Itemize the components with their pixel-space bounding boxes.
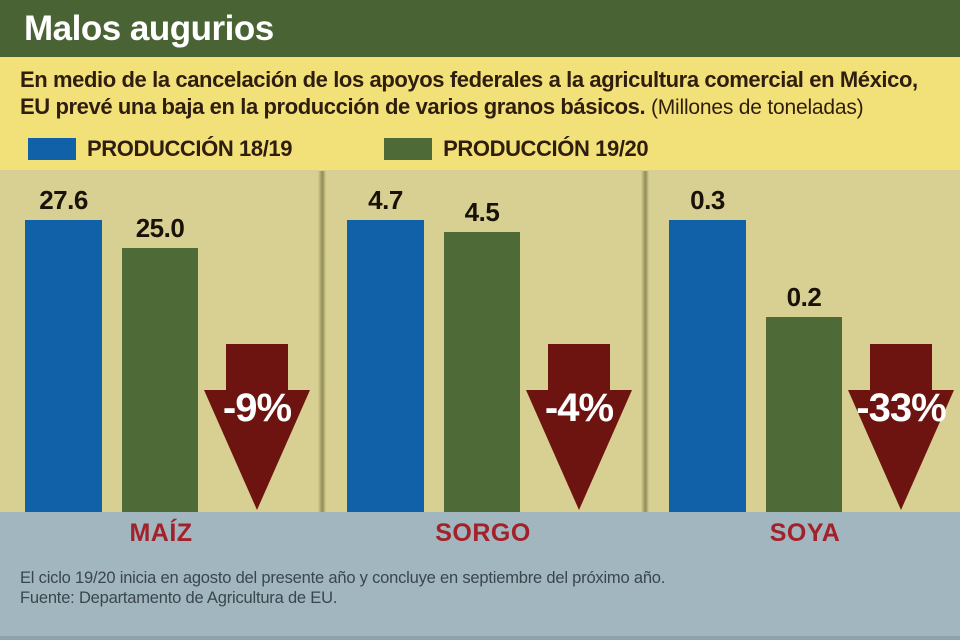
category-label-maiz: MAÍZ bbox=[129, 519, 193, 547]
footnote: El ciclo 19/20 inicia en agosto del pres… bbox=[20, 569, 665, 608]
legend-swatch-19-20 bbox=[384, 138, 433, 160]
legend-label-18-19: PRODUCCIÓN 18/19 bbox=[87, 136, 293, 161]
legend-label-19-20: PRODUCCIÓN 19/20 bbox=[443, 136, 649, 161]
bar-value-maiz-19-20: 25.0 bbox=[135, 213, 185, 243]
chart-area: 27.6 25.0 -9% 4.7 4.5 -4% 0.3 0.2 -33% bbox=[0, 170, 960, 512]
bar-soya-19-20 bbox=[766, 317, 842, 512]
down-arrow-icon bbox=[204, 344, 310, 510]
decline-percent-maiz: -9% bbox=[222, 386, 292, 430]
group-divider-1 bbox=[318, 171, 326, 559]
description-line1: En medio de la cancelación de los apoyos… bbox=[20, 67, 918, 92]
down-arrow-icon bbox=[526, 344, 632, 510]
group-divider-2 bbox=[641, 171, 649, 559]
bar-value-soya-19-20: 0.2 bbox=[786, 282, 822, 312]
bar-value-sorgo-18-19: 4.7 bbox=[368, 185, 403, 215]
bar-value-maiz-18-19: 27.6 bbox=[39, 185, 88, 215]
legend-swatch-18-19 bbox=[28, 138, 76, 160]
legend-item-19-20: PRODUCCIÓN 19/20 bbox=[384, 136, 649, 162]
decline-percent-sorgo: -4% bbox=[544, 386, 614, 430]
bar-maiz-18-19 bbox=[25, 220, 102, 512]
description-line2: EU prevé una baja en la producción de va… bbox=[20, 94, 646, 119]
chart-group-soya: 0.3 0.2 -33% bbox=[644, 170, 960, 512]
down-arrow-icon bbox=[848, 344, 954, 510]
bar-soya-18-19 bbox=[669, 220, 746, 512]
description: En medio de la cancelación de los apoyos… bbox=[20, 66, 950, 121]
bottom-band: MAÍZ SORGO SOYA El ciclo 19/20 inicia en a… bbox=[0, 512, 960, 640]
units-note: (Millones de toneladas) bbox=[650, 96, 864, 119]
chart-group-sorgo: 4.7 4.5 -4% bbox=[322, 170, 640, 512]
category-label-sorgo: SORGO bbox=[435, 519, 531, 547]
category-labels: MAÍZ SORGO SOYA bbox=[0, 519, 960, 548]
legend-item-18-19: PRODUCCIÓN 18/19 bbox=[28, 136, 293, 162]
bar-sorgo-19-20 bbox=[444, 232, 520, 512]
decline-arrow-soya: -33% bbox=[848, 344, 954, 510]
bar-value-soya-18-19: 0.3 bbox=[690, 185, 725, 215]
bar-maiz-19-20 bbox=[122, 248, 198, 512]
legend: PRODUCCIÓN 18/19 PRODUCCIÓN 19/20 bbox=[28, 136, 649, 162]
decline-arrow-maiz: -9% bbox=[204, 344, 310, 510]
footnote-source: Fuente: Departamento de Agricultura de E… bbox=[20, 588, 338, 607]
decline-percent-soya: -33% bbox=[856, 386, 946, 430]
category-label-soya: SOYA bbox=[769, 519, 841, 547]
title-bar: Malos augurios bbox=[0, 0, 960, 57]
intro-section: En medio de la cancelación de los apoyos… bbox=[0, 57, 960, 170]
chart-group-maiz: 27.6 25.0 -9% bbox=[0, 170, 318, 512]
footnote-note: El ciclo 19/20 inicia en agosto del pres… bbox=[20, 569, 666, 587]
bar-value-sorgo-19-20: 4.5 bbox=[464, 197, 500, 227]
bar-sorgo-18-19 bbox=[347, 220, 424, 512]
decline-arrow-sorgo: -4% bbox=[526, 344, 632, 510]
page-title: Malos augurios bbox=[24, 8, 274, 48]
